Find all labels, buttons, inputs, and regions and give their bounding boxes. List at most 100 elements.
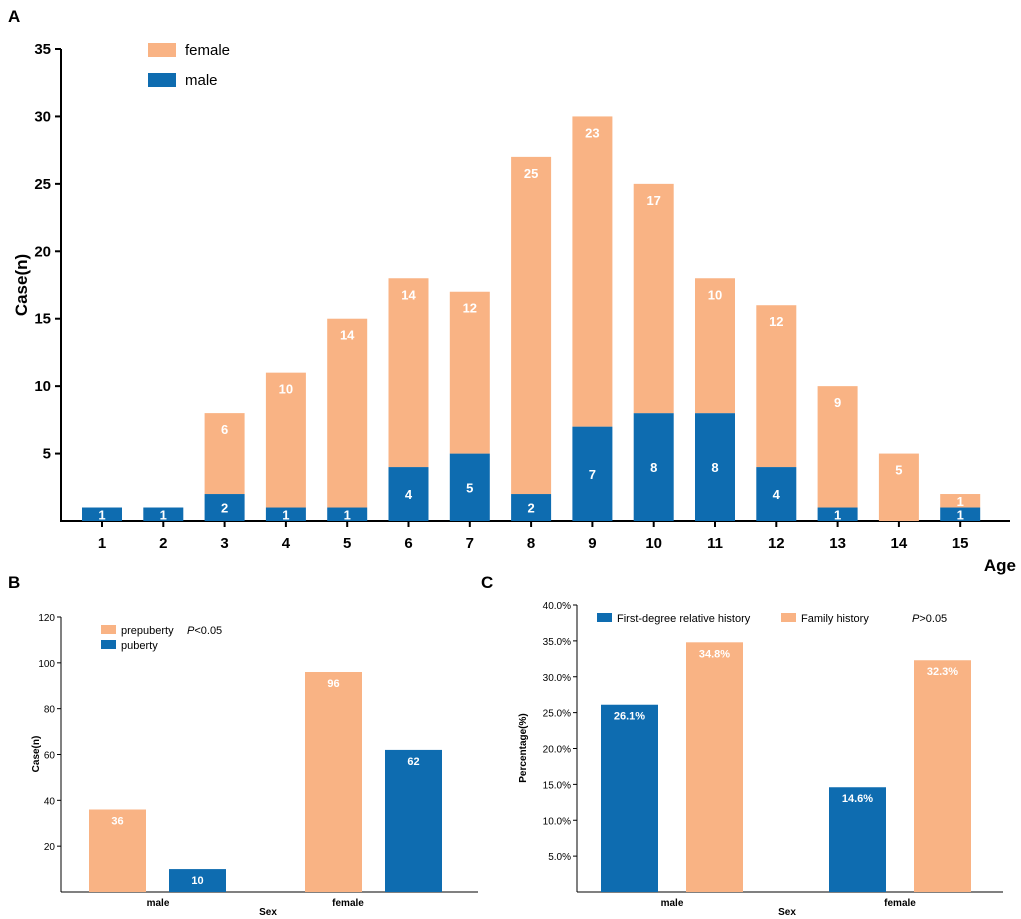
panel-a-bar-label-female: 1 [957,494,964,509]
panel-a-bar-label-female: 14 [401,287,416,302]
panel-b-bar-prepuberty [305,672,362,892]
panel-c-legend-label: Family history [801,613,869,625]
panel-a-x-tick-label: 11 [707,535,723,552]
panel-a-bar-male [695,413,735,521]
panel-a-bar-label-female: 12 [769,314,783,329]
panel-b-legend-label: prepuberty [121,625,174,637]
panel-a-bar-female [204,413,245,495]
panel-b-y-axis-title: Case(n) [31,736,42,773]
panel-a-bar-label-male: 1 [160,507,167,522]
panel-a-y-tick-label: 35 [34,41,51,58]
panel-a-bar-label-female: 14 [340,328,355,343]
panel-a-x-tick-label: 9 [588,535,596,552]
panel-a-bar-label-female: 5 [895,463,902,478]
panel-c-y-tick-label: 20.0% [543,745,571,756]
panel-c-y-axis-title: Percentage(%) [518,713,529,782]
panel-b-bar-puberty [169,869,226,892]
panel-a-y-tick-label: 10 [34,378,51,395]
panel-c-y-tick-label: 5.0% [548,852,571,863]
panel-a-legend-swatch-male [148,73,176,87]
panel-a-bar-label-male: 5 [466,480,473,495]
panel-a-bar-male [449,453,490,521]
panel-a-bar-male [572,426,613,521]
panel-a-bar-label-male: 1 [834,507,841,522]
panel-c-x-axis-title: Sex [778,907,796,918]
panel-c-letter: C [481,573,493,592]
panel-a-legend: female male [148,42,230,89]
panel-a-bar-male [82,507,122,521]
panel-a-bar-male [143,507,184,521]
panel-c-bar-first-degree-relative-history [601,704,658,892]
panel-b-y-tick-label: 40 [44,796,56,807]
panel-a-bar-female [878,453,919,521]
panel-a-x-tick-label: 10 [645,535,662,552]
panel-a-bar-label-male: 1 [98,507,105,522]
panel-a-x-axis-title: Age [984,556,1016,575]
panel-b-y-tick-label: 60 [44,751,56,762]
panel-c-bar-label: 26.1% [614,711,645,723]
panel-a-bar-label-male: 4 [405,487,413,502]
panel-a-y-tick-label: 15 [34,311,51,328]
panel-c-x-tick-label: male [661,898,684,909]
panel-a-bar-female [817,386,858,508]
panel-a-x-tick-label: 3 [220,535,228,552]
panel-b-bar-label: 10 [191,875,203,887]
panel-c-y-tick-label: 15.0% [543,780,571,791]
panel-a-x-tick-label: 8 [527,535,535,552]
panel-a-x-tick-label: 2 [159,535,167,552]
panel-c-bar-label: 32.3% [927,666,958,678]
panel-a-bar-male [327,507,368,521]
panel-a-bar-label-female: 12 [463,301,477,316]
panel-a-bar-label-female: 10 [279,382,293,397]
panel-b-y-tick-label: 80 [44,705,56,716]
panel-c-x-tick-label: female [884,898,916,909]
panel-b-legend-swatch [101,625,116,634]
panel-c-y-tick-label: 35.0% [543,637,571,648]
panel-a-bar-female [572,116,613,427]
panel-c-p-threshold: >0.05 [919,613,947,625]
panel-c-bar-label: 14.6% [842,793,873,805]
panel-a-y-tick-label: 5 [43,446,51,463]
panel-c-y-tick-label: 40.0% [543,601,571,612]
panel-a-bar-label-female: 23 [585,125,599,140]
panel-a-bar-label-female: 17 [646,193,660,208]
panel-b-p-value: P<0.05 [187,625,222,637]
panel-b-bar-prepuberty [89,809,146,892]
panel-a-bar-male [388,467,429,521]
panel-a-bar-female [695,278,735,414]
panel-b-legend-label: puberty [121,640,158,652]
panel-b-y-tick-label: 120 [38,613,55,624]
panel-a-x-tick-label: 6 [404,535,412,552]
panel-a-bar-label-male: 1 [344,507,351,522]
panel-a-bar-male [940,507,981,521]
panel-b-x-axis-title: Sex [259,907,277,918]
panel-a-x-tick-label: 7 [466,535,474,552]
panel-a-legend-label-male: male [185,72,218,89]
panel-b-puberty-chart: B Case(n) Sex prepuberty puberty P<0.05 2… [8,573,478,918]
panel-c-y-tick-label: 10.0% [543,816,571,827]
panel-b-bar-label: 62 [407,756,419,768]
panel-a-x-tick-label: 5 [343,535,351,552]
panel-a-bar-female [449,291,490,454]
panel-a-y-axis-title: Case(n) [12,254,31,316]
panel-c-bar-family-history [914,660,971,892]
panel-c-legend-swatch [781,613,796,622]
panel-a-bar-label-female: 9 [834,395,841,410]
panel-c-plot-area: 5.0% 10.0% 15.0% 20.0% 25.0% 30.0% 35.0% 40.0% m… [543,601,1003,909]
panel-b-y-tick-label: 100 [38,659,55,670]
panel-a-bar-label-female: 25 [524,166,538,181]
panel-c-legend: First-degree relative history Family hist… [597,613,869,625]
panel-c-legend-swatch [597,613,612,622]
panel-a-bar-female [940,494,981,508]
panel-a-bar-label-male: 7 [589,467,596,482]
panel-a-bar-label-female: 10 [708,287,722,302]
panel-a-bar-male [204,494,245,521]
panel-c-p-symbol: P [912,613,920,625]
panel-a-x-tick-label: 1 [98,535,106,552]
panel-c-y-tick-label: 30.0% [543,673,571,684]
panel-a-bar-male [265,507,306,521]
panel-c-bar-label: 34.8% [699,648,730,660]
panel-a-plot-area: 5101520253035112132641105114641475128225… [34,41,1010,552]
